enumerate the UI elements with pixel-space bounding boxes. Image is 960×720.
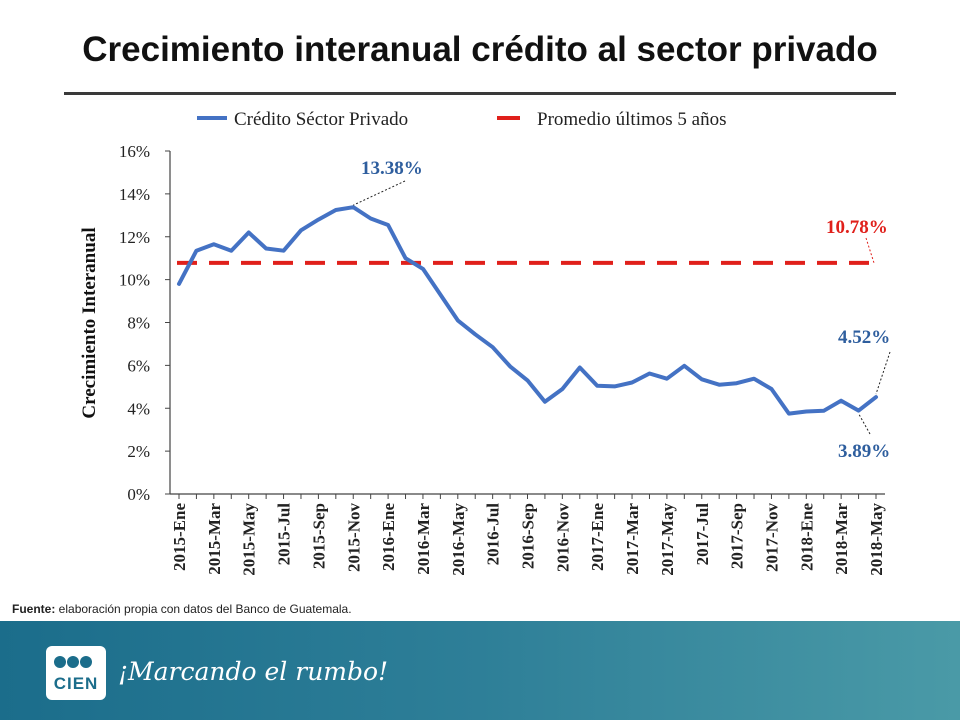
legend-label-average: Promedio últimos 5 años (537, 109, 726, 130)
x-tick-label: 2017-Nov (762, 503, 781, 572)
x-tick-label: 2016-Sep (519, 503, 538, 569)
title-divider (64, 92, 896, 95)
x-tick-label: 2016-Jul (484, 503, 503, 566)
annotation-peak-leader (353, 180, 406, 206)
x-tick-label: 2015-Nov (344, 503, 363, 572)
source-label: Fuente: (12, 602, 56, 616)
annotation-last-leader (875, 351, 891, 395)
footer-band: CIEN ¡Marcando el rumbo! (0, 621, 960, 720)
y-tick-label: 12% (119, 228, 150, 247)
x-tick-label: 2018-May (867, 503, 886, 576)
annotation-prev-leader (858, 413, 871, 435)
x-tick-label: 2016-Nov (553, 503, 572, 572)
annotation-average-leader (865, 237, 875, 264)
page-title: Crecimiento interanual crédito al sector… (82, 30, 878, 69)
y-tick-label: 16% (119, 142, 150, 161)
y-tick-label: 8% (127, 314, 150, 333)
x-tick-label: 2015-Mar (205, 503, 224, 575)
y-tick-label: 0% (127, 485, 150, 504)
y-axis-label: Crecimiento Interanual (79, 227, 100, 418)
y-tick-label: 6% (127, 356, 150, 375)
annotation-average: 10.78% (826, 217, 888, 238)
x-tick-label: 2018-Mar (832, 503, 851, 575)
annotation-last: 4.52% (838, 327, 890, 348)
series-line (177, 205, 878, 416)
x-tick-label: 2015-Sep (309, 503, 328, 569)
line-chart: Crédito Séctor Privado Promedio últimos 5… (79, 109, 891, 576)
x-tick-label: 2017-Ene (588, 503, 607, 571)
x-tick-label: 2016-Ene (379, 503, 398, 571)
slogan: ¡Marcando el rumbo! (118, 657, 389, 686)
annotation-peak: 13.38% (361, 158, 423, 179)
y-tick-label: 4% (127, 399, 150, 418)
x-tick-label: 2016-May (449, 503, 468, 576)
source-text: elaboración propia con datos del Banco d… (55, 602, 352, 616)
x-tick-label: 2015-Jul (275, 503, 294, 566)
annotation-prev: 3.89% (838, 441, 890, 462)
y-tick-label: 10% (119, 271, 150, 290)
x-tick-label: 2015-May (240, 503, 259, 576)
x-tick-label: 2015-Ene (170, 503, 189, 571)
x-tick-label: 2017-Mar (623, 503, 642, 575)
y-tick-label: 14% (119, 185, 150, 204)
x-tick-label: 2018-Ene (797, 503, 816, 571)
x-tick-label: 2017-May (658, 503, 677, 576)
cien-logo: CIEN (46, 646, 106, 700)
source-note: Fuente: elaboración propia con datos del… (12, 602, 352, 616)
x-tick-label: 2017-Jul (693, 503, 712, 566)
logo-dots-icon (54, 655, 98, 671)
x-tick-label: 2016-Mar (414, 503, 433, 575)
x-tick-label: 2017-Sep (728, 503, 747, 569)
legend-label-series: Crédito Séctor Privado (234, 109, 408, 130)
logo-text: CIEN (53, 674, 99, 693)
y-tick-label: 2% (127, 442, 150, 461)
